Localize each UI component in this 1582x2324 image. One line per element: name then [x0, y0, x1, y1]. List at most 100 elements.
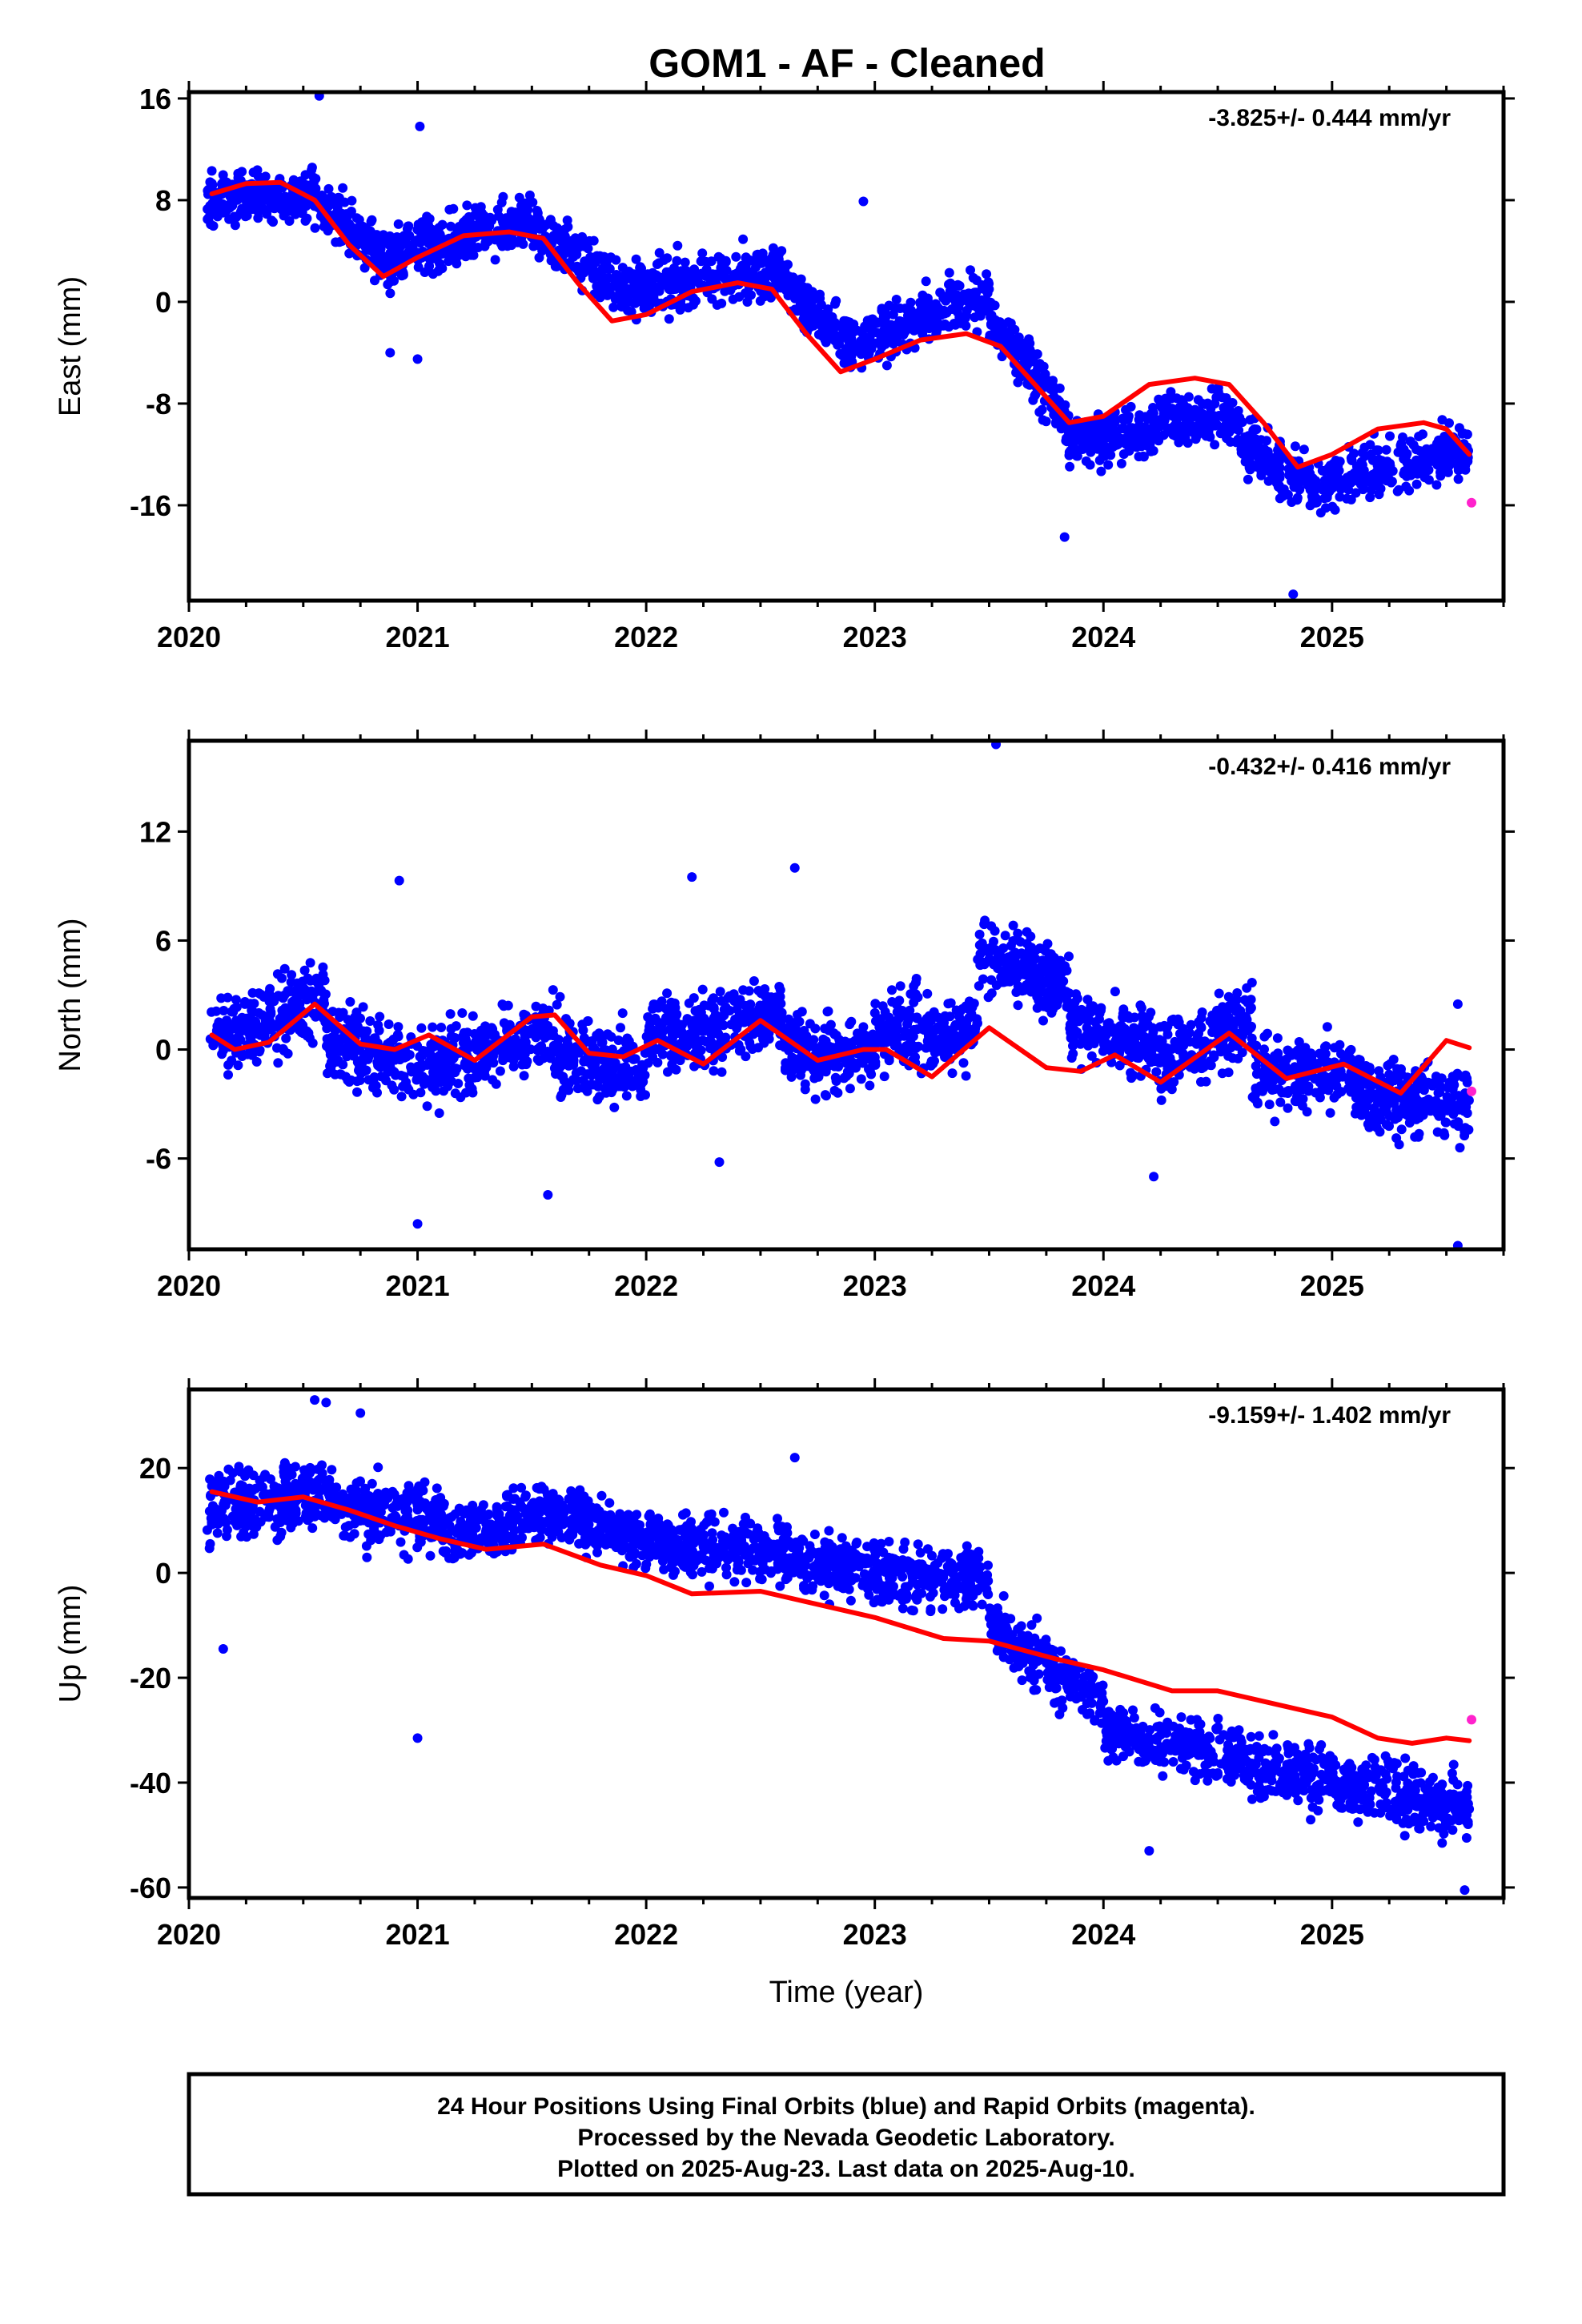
data-point — [940, 1011, 950, 1022]
data-point — [602, 1086, 612, 1096]
data-point — [886, 1033, 897, 1043]
data-point — [1258, 448, 1268, 458]
data-point — [535, 1020, 545, 1031]
data-point — [500, 1048, 511, 1059]
data-point — [262, 209, 272, 219]
data-point — [984, 279, 994, 289]
data-point — [1159, 414, 1170, 424]
data-point — [571, 1068, 581, 1078]
data-point — [224, 203, 235, 213]
data-point — [753, 271, 762, 282]
data-point — [416, 1023, 427, 1033]
data-point — [457, 1008, 468, 1018]
data-point — [1066, 1027, 1076, 1038]
data-point — [422, 1101, 432, 1112]
data-point — [578, 1025, 588, 1035]
data-point — [803, 308, 813, 319]
data-point — [557, 237, 567, 247]
data-point — [336, 1069, 347, 1080]
data-point — [911, 974, 921, 983]
data-point — [925, 299, 935, 309]
data-point — [974, 981, 984, 991]
data-point — [404, 221, 414, 231]
data-point — [1411, 479, 1422, 489]
data-point — [717, 268, 727, 279]
data-point — [386, 260, 396, 271]
data-point — [350, 223, 360, 234]
data-point — [990, 300, 1000, 311]
data-point — [1103, 460, 1114, 470]
data-point — [1191, 434, 1201, 444]
data-point — [909, 309, 919, 320]
data-point — [879, 1072, 889, 1082]
data-point — [1126, 1035, 1135, 1045]
data-point — [270, 194, 280, 203]
data-point — [589, 1068, 600, 1078]
data-point — [662, 988, 673, 999]
data-point — [358, 221, 368, 231]
data-point — [823, 1006, 833, 1016]
data-point — [1232, 1015, 1243, 1025]
data-point — [1046, 959, 1056, 970]
data-point — [1100, 429, 1110, 440]
data-point — [1196, 1077, 1206, 1087]
data-point — [728, 294, 738, 304]
data-point — [279, 963, 290, 974]
data-point — [893, 1005, 904, 1015]
data-point — [1025, 948, 1035, 959]
data-point — [464, 211, 474, 222]
data-point — [1319, 482, 1329, 493]
data-point — [1008, 920, 1018, 931]
data-point — [1022, 984, 1033, 995]
data-point — [351, 213, 362, 223]
data-point — [306, 986, 316, 996]
data-point — [381, 1053, 391, 1063]
data-point — [813, 1070, 824, 1080]
data-point — [769, 1013, 779, 1023]
data-point — [1086, 440, 1097, 451]
data-point — [354, 1026, 363, 1035]
data-point — [974, 929, 985, 939]
data-point — [757, 258, 767, 268]
data-point — [880, 305, 890, 316]
data-point — [845, 1084, 855, 1094]
data-point — [883, 1019, 893, 1029]
data-point — [820, 1090, 830, 1100]
data-point — [905, 1005, 915, 1015]
data-point — [1220, 1022, 1231, 1031]
data-point — [279, 1046, 289, 1055]
data-point — [931, 327, 942, 337]
data-point — [240, 203, 251, 213]
data-point — [1327, 477, 1338, 488]
data-point — [1442, 467, 1452, 477]
data-point — [648, 283, 658, 293]
data-point — [716, 253, 726, 263]
data-point — [498, 191, 508, 202]
data-point — [1351, 488, 1361, 498]
data-point — [612, 1080, 622, 1090]
data-point — [884, 334, 894, 344]
data-point — [1251, 434, 1261, 444]
data-point — [956, 1005, 966, 1015]
data-point — [1422, 459, 1432, 469]
data-point — [1188, 412, 1199, 422]
data-point — [1006, 940, 1016, 951]
data-point — [784, 1045, 794, 1055]
data-point — [857, 1038, 868, 1048]
data-point — [1135, 1000, 1146, 1011]
data-point — [286, 1005, 296, 1015]
data-point — [833, 1088, 843, 1098]
data-point — [1231, 437, 1242, 448]
data-point — [790, 287, 801, 298]
data-point — [799, 1026, 809, 1035]
data-point — [564, 1085, 574, 1096]
data-point — [781, 281, 791, 292]
data-point — [938, 1035, 948, 1046]
data-point — [555, 991, 565, 1002]
data-point — [1034, 974, 1044, 984]
data-point — [834, 338, 844, 348]
data-point — [203, 212, 214, 223]
data-point — [428, 1022, 438, 1032]
data-point — [794, 1016, 805, 1027]
